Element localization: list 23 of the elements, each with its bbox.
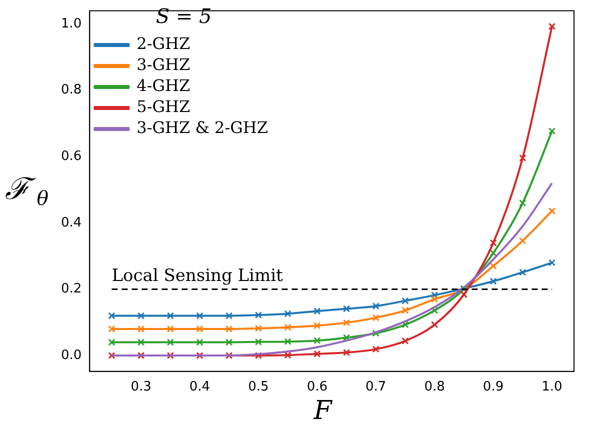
legend-label: 3-GHZ (136, 55, 190, 74)
x-tick-label: 0.4 (189, 380, 210, 395)
ref-line-label: Local Sensing Limit (112, 266, 284, 286)
x-tick-label: 0.9 (482, 380, 504, 395)
legend-label: 3-GHZ & 2-GHZ (136, 118, 268, 138)
x-tick-label: 0.3 (130, 380, 152, 395)
legend-label: 4-GHZ (136, 76, 190, 96)
x-tick-label: 0.5 (248, 380, 269, 395)
y-axis-title: ℱθ (5, 172, 49, 210)
y-tick-label: 0.2 (60, 282, 82, 297)
y-tick-label: 0.4 (60, 215, 82, 230)
y-tick-label: 0.8 (60, 82, 82, 98)
legend-label: 5-GHZ (136, 97, 190, 116)
x-tick-label: 0.8 (424, 380, 445, 395)
x-tick-label: 1.0 (542, 380, 562, 395)
legend-title: S = 5 (156, 4, 212, 28)
x-tick-label: 0.6 (306, 380, 328, 395)
x-axis-title: F (312, 396, 333, 426)
legend-label: 2-GHZ (136, 34, 190, 54)
y-tick-label: 0.0 (60, 348, 82, 363)
x-tick-label: 0.7 (366, 380, 386, 395)
y-tick-label: 0.6 (60, 149, 82, 164)
y-tick-label: 1.0 (60, 16, 82, 32)
